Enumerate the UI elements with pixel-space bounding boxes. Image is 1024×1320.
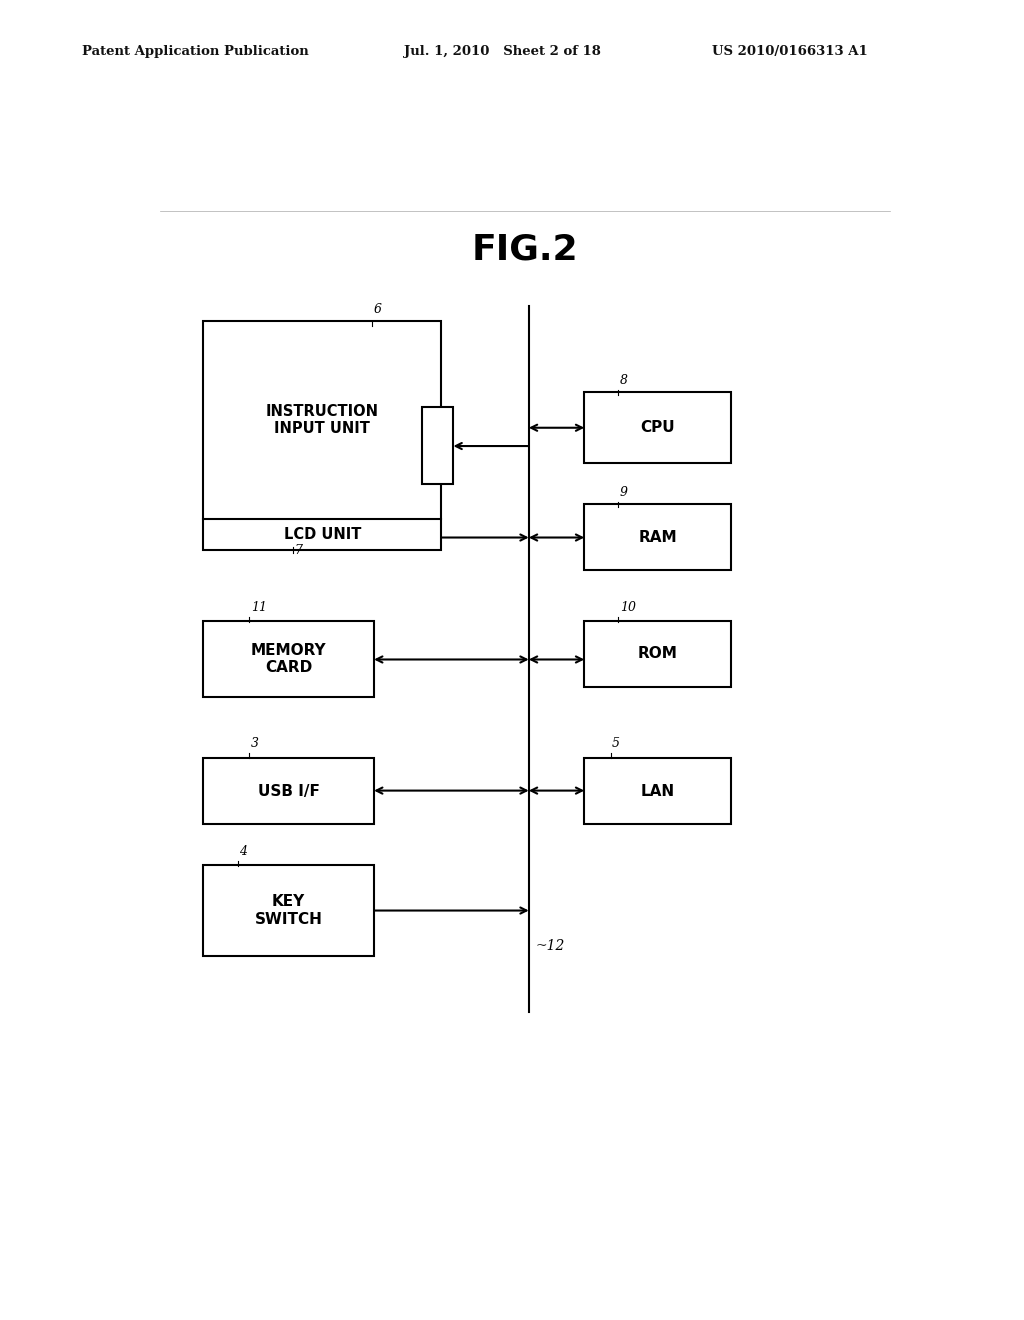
Text: 6: 6 <box>374 304 382 315</box>
Text: LAN: LAN <box>641 784 675 799</box>
Text: 9: 9 <box>620 486 628 499</box>
Bar <box>585 504 731 570</box>
Bar <box>585 392 731 463</box>
Text: USB I/F: USB I/F <box>258 784 319 799</box>
Text: 7: 7 <box>295 544 303 557</box>
Text: ROM: ROM <box>638 647 678 661</box>
Text: LCD UNIT: LCD UNIT <box>284 527 361 543</box>
Text: FIG.2: FIG.2 <box>471 232 579 267</box>
Bar <box>204 865 374 956</box>
Text: KEY
SWITCH: KEY SWITCH <box>255 895 323 927</box>
Bar <box>422 408 454 483</box>
Text: 11: 11 <box>251 601 267 614</box>
Text: CPU: CPU <box>640 420 675 436</box>
Text: ~12: ~12 <box>536 939 564 953</box>
Text: RAM: RAM <box>638 529 677 545</box>
Text: US 2010/0166313 A1: US 2010/0166313 A1 <box>712 45 867 58</box>
Text: INSTRUCTION
INPUT UNIT: INSTRUCTION INPUT UNIT <box>266 404 379 437</box>
Text: Patent Application Publication: Patent Application Publication <box>82 45 308 58</box>
Text: 8: 8 <box>620 374 628 387</box>
Text: Jul. 1, 2010   Sheet 2 of 18: Jul. 1, 2010 Sheet 2 of 18 <box>404 45 601 58</box>
Text: 5: 5 <box>612 737 621 750</box>
Text: 10: 10 <box>620 601 636 614</box>
Text: MEMORY
CARD: MEMORY CARD <box>251 643 327 675</box>
Text: 4: 4 <box>240 845 247 858</box>
Bar <box>204 620 374 697</box>
Bar <box>204 758 374 824</box>
Bar <box>204 321 441 549</box>
Bar <box>585 620 731 686</box>
Text: 3: 3 <box>251 737 259 750</box>
Bar <box>585 758 731 824</box>
